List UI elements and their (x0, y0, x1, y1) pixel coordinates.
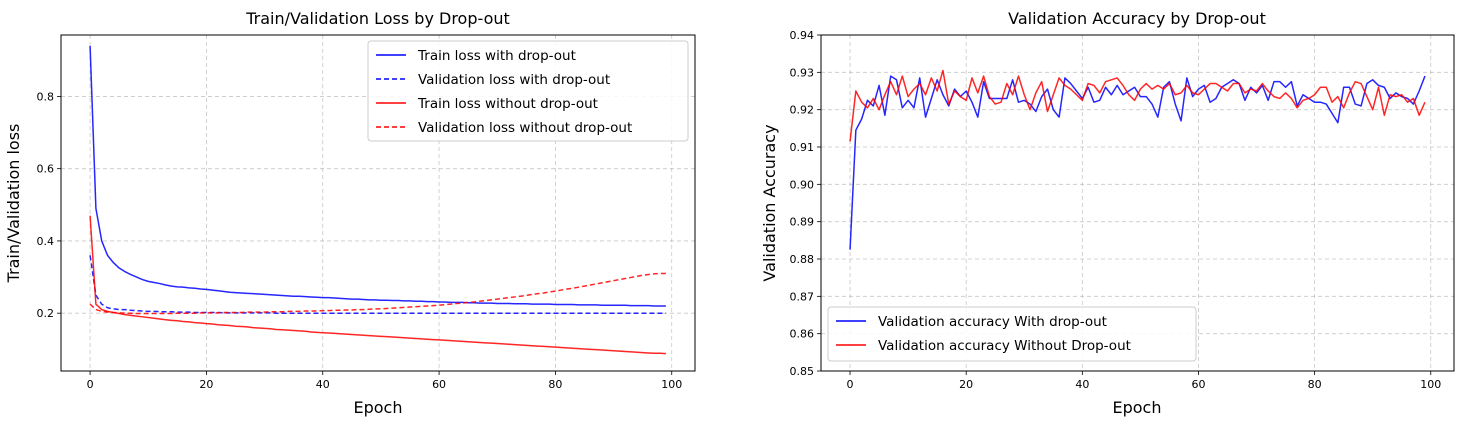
x-tick-label: 60 (1191, 378, 1205, 391)
x-tick-label: 100 (1420, 378, 1441, 391)
legend-label: Validation loss with drop-out (418, 72, 610, 88)
loss-chart-ylabel: Train/Validation loss (4, 124, 23, 284)
x-tick-label: 100 (661, 378, 682, 391)
x-tick-label: 0 (87, 378, 94, 391)
x-tick-label: 40 (1075, 378, 1089, 391)
y-tick-label: 0.92 (790, 104, 815, 117)
series-line (89, 255, 666, 314)
loss-chart-legend: Train loss with drop-out Validation loss … (367, 40, 689, 142)
accuracy-chart-ticks: 0 20 40 60 80 100 0.85 0.86 0.87 0.88 0.89 0.90 0.91… (790, 29, 1442, 391)
accuracy-chart-frame (820, 34, 1455, 372)
legend-label: Validation accuracy Without Drop-out (878, 338, 1131, 354)
y-tick-label: 0.93 (790, 66, 815, 79)
y-tick-label: 0.94 (790, 29, 815, 42)
y-tick-label: 0.4 (37, 235, 55, 248)
accuracy-chart-xlabel: Epoch (1113, 398, 1162, 417)
y-tick-label: 0.2 (37, 307, 55, 320)
loss-chart: Train/Validation Loss by Drop-out 0 20 40 6… (4, 9, 696, 417)
series-line (89, 215, 666, 355)
accuracy-chart: Validation Accuracy by Drop-out 0 20 40 60 8… (760, 9, 1455, 417)
legend-label: Train loss with drop-out (417, 48, 576, 64)
loss-chart-title: Train/Validation Loss by Drop-out (245, 9, 510, 28)
accuracy-chart-title: Validation Accuracy by Drop-out (1008, 9, 1266, 28)
legend-label: Validation loss without drop-out (418, 120, 632, 136)
loss-chart-series (89, 45, 666, 355)
series-line (849, 69, 1426, 142)
y-tick-label: 0.91 (790, 141, 815, 154)
y-tick-label: 0.6 (37, 163, 55, 176)
y-tick-label: 0.90 (790, 178, 815, 191)
x-tick-label: 20 (959, 378, 973, 391)
loss-chart-frame (60, 34, 696, 372)
legend-label: Train loss without drop-out (417, 96, 598, 112)
accuracy-chart-ylabel: Validation Accuracy (760, 124, 779, 281)
x-tick-label: 80 (1308, 378, 1322, 391)
y-tick-label: 0.88 (790, 253, 815, 266)
x-tick-label: 60 (432, 378, 446, 391)
y-tick-label: 0.86 (790, 328, 815, 341)
legend-box (827, 306, 1197, 362)
series-line (89, 272, 666, 315)
x-tick-label: 0 (847, 378, 854, 391)
x-tick-label: 80 (548, 378, 562, 391)
series-line (849, 75, 1426, 250)
loss-chart-xlabel: Epoch (354, 398, 403, 417)
loss-chart-ticks: 0 20 40 60 80 100 0.2 0.4 0.6 0.8 (37, 90, 683, 391)
y-tick-label: 0.87 (790, 290, 815, 303)
legend-label: Validation accuracy With drop-out (878, 314, 1107, 330)
x-tick-label: 40 (316, 378, 330, 391)
accuracy-chart-grid (821, 34, 1454, 372)
accuracy-chart-series (849, 69, 1426, 250)
y-tick-label: 0.85 (790, 365, 815, 378)
x-tick-label: 20 (199, 378, 213, 391)
accuracy-chart-legend: Validation accuracy With drop-out Validat… (827, 306, 1197, 362)
legend-box (367, 40, 689, 142)
y-tick-label: 0.89 (790, 216, 815, 229)
y-tick-label: 0.8 (37, 90, 55, 103)
series-line (89, 45, 666, 307)
